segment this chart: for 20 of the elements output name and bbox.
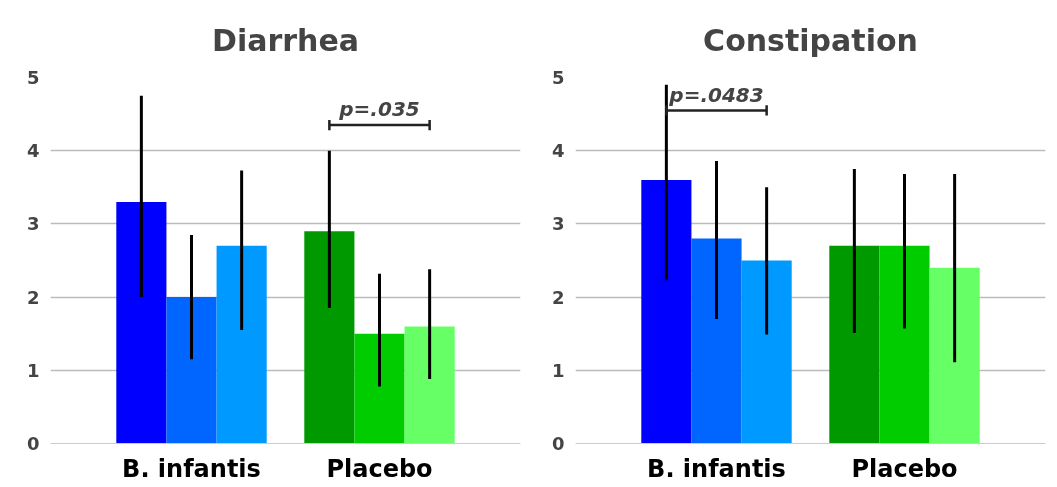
y-tick-label: 4 [551,140,565,162]
y-tick-label: 5 [551,67,565,88]
y-tick-label: 2 [551,286,565,308]
x-tick-label: Placebo [326,454,433,483]
x-tick-label: B. infantis [647,454,786,483]
annotation: p=.035 [338,97,420,122]
y-tick-label: 0 [26,433,40,454]
y-tick-label: 2 [26,286,40,308]
y-tick-label: 3 [26,213,40,235]
y-tick-label: 3 [551,213,565,235]
y-tick-label: 1 [551,359,565,381]
y-tick-label: 1 [26,359,40,381]
x-tick-label: B. infantis [122,454,261,483]
y-tick-label: 4 [26,140,40,162]
annotation: p=.0483 [668,82,764,107]
y-tick-label: 5 [26,67,40,88]
y-tick-label: 0 [551,433,565,454]
chart-title: Constipation [703,22,918,58]
x-tick-label: Placebo [851,454,958,483]
chart-title: Diarrhea [212,22,359,58]
